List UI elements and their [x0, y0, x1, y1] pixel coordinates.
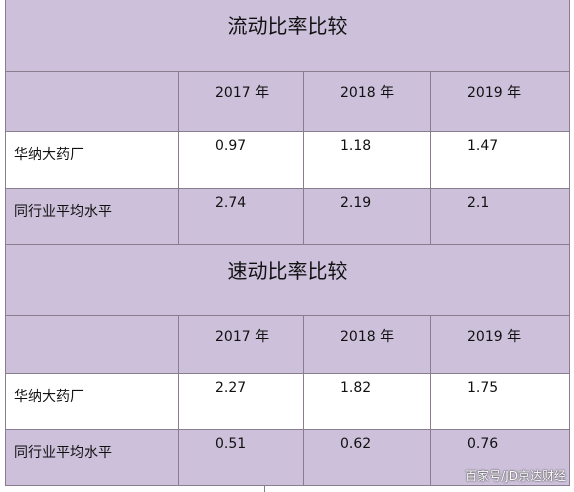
value-cell: 1.18 — [304, 132, 431, 188]
row-label-cell: 同行业平均水平 — [6, 189, 179, 244]
row-label: 同行业平均水平 — [14, 445, 112, 461]
table2-title-row: 速动比率比较 — [6, 245, 569, 316]
value: 1.47 — [467, 138, 499, 154]
value: 2.1 — [467, 195, 490, 211]
value: 0.76 — [467, 436, 499, 452]
table1-header-year: 2019 年 — [431, 72, 571, 131]
table-row: 华纳大药厂 0.97 1.18 1.47 — [6, 132, 569, 189]
table1-header-blank — [6, 72, 179, 131]
value-cell: 0.62 — [304, 430, 431, 485]
value-cell: 0.51 — [179, 430, 304, 485]
row-label-cell: 华纳大药厂 — [6, 374, 179, 429]
value: 2.19 — [340, 195, 372, 211]
value-cell: 1.47 — [431, 132, 571, 188]
value-cell: 0.76 — [431, 430, 571, 485]
table2-header-year: 2017 年 — [179, 316, 304, 373]
row-label: 华纳大药厂 — [14, 389, 84, 405]
year-label: 2018 年 — [340, 329, 395, 345]
table1-header-year: 2018 年 — [304, 72, 431, 131]
value: 2.27 — [215, 380, 247, 396]
year-label: 2018 年 — [340, 85, 395, 101]
watermark: 百家号/JD京达财经 — [465, 469, 566, 483]
row-label: 同行业平均水平 — [14, 204, 112, 220]
value: 0.97 — [215, 138, 247, 154]
value-cell: 2.27 — [179, 374, 304, 429]
table2-header-blank — [6, 316, 179, 373]
table2-header-year: 2019 年 — [431, 316, 571, 373]
row-label: 华纳大药厂 — [14, 147, 84, 163]
year-label: 2019 年 — [467, 329, 522, 345]
row-label-cell: 华纳大药厂 — [6, 132, 179, 188]
table-row: 华纳大药厂 2.27 1.82 1.75 — [6, 374, 569, 430]
table1-header-row: 2017 年 2018 年 2019 年 — [6, 72, 569, 132]
table2-title: 速动比率比较 — [227, 259, 348, 283]
value-cell: 2.74 — [179, 189, 304, 244]
value-cell: 2.19 — [304, 189, 431, 244]
value: 2.74 — [215, 195, 247, 211]
table-row: 同行业平均水平 2.74 2.19 2.1 — [6, 189, 569, 245]
value: 0.62 — [340, 436, 372, 452]
year-label: 2017 年 — [215, 329, 270, 345]
table1-title: 流动比率比较 — [227, 14, 348, 38]
year-label: 2017 年 — [215, 85, 270, 101]
table1-header-year: 2017 年 — [179, 72, 304, 131]
value-cell: 1.75 — [431, 374, 571, 429]
value: 0.51 — [215, 436, 247, 452]
table2-header-year: 2018 年 — [304, 316, 431, 373]
value: 1.75 — [467, 380, 499, 396]
cursor-mark — [264, 486, 265, 492]
value: 1.18 — [340, 138, 372, 154]
row-label-cell: 同行业平均水平 — [6, 430, 179, 485]
value: 1.82 — [340, 380, 372, 396]
value-cell: 1.82 — [304, 374, 431, 429]
year-label: 2019 年 — [467, 85, 522, 101]
value-cell: 0.97 — [179, 132, 304, 188]
value-cell: 2.1 — [431, 189, 571, 244]
table2-header-row: 2017 年 2018 年 2019 年 — [6, 316, 569, 374]
table1-title-row: 流动比率比较 — [6, 0, 569, 72]
table-row: 同行业平均水平 0.51 0.62 0.76 — [6, 430, 569, 486]
ratio-comparison-document: 流动比率比较 2017 年 2018 年 2019 年 华纳大药厂 0.97 1… — [5, 0, 570, 486]
